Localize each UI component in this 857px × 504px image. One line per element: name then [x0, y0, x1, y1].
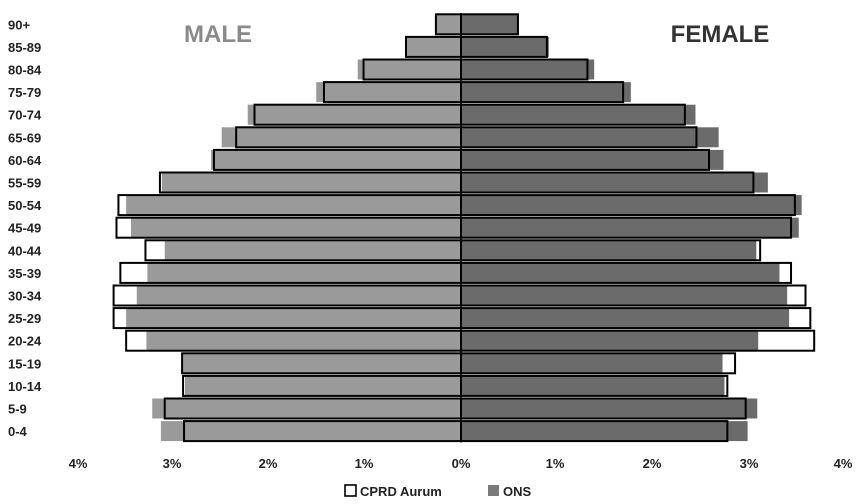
age-group-label: 30-34 — [8, 289, 42, 304]
age-group-label: 20-24 — [8, 334, 42, 349]
age-group-label: 85-89 — [8, 40, 41, 55]
ons-male-bar — [160, 421, 461, 442]
age-group-label: 90+ — [8, 17, 30, 32]
ons-female-bar — [461, 217, 799, 238]
age-group-labels: 90+ 85-89 80-84 75-79 70-74 65-69 60-64 55-59 50… — [8, 17, 42, 439]
x-tick-label: 0% — [452, 456, 471, 471]
ons-female-bar — [461, 421, 748, 442]
age-group-label: 65-69 — [8, 130, 41, 145]
ons-male-bar — [435, 14, 461, 35]
x-tick-label: 1% — [546, 456, 565, 471]
age-group-label: 15-19 — [8, 356, 41, 371]
age-group-label: 55-59 — [8, 176, 41, 191]
x-tick-label: 1% — [355, 456, 374, 471]
legend: CPRD Aurum ONS — [344, 484, 532, 499]
x-tick-label: 2% — [643, 456, 662, 471]
ons-female-bar — [461, 14, 518, 35]
age-group-label: 75-79 — [8, 85, 41, 100]
ons-male-bar — [126, 308, 462, 329]
age-group-label: 40-44 — [8, 243, 42, 258]
ons-female-bar — [461, 82, 631, 103]
ons-female-bar — [461, 308, 790, 329]
ons-female-bar — [461, 36, 549, 57]
ons-male-bar — [185, 375, 461, 396]
age-group-label: 35-39 — [8, 266, 41, 281]
ons-female-bar — [461, 375, 725, 396]
ons-male-bar — [183, 353, 461, 374]
ons-bars — [126, 14, 802, 442]
age-group-label: 0-4 — [8, 424, 28, 439]
legend-ons-label: ONS — [503, 484, 532, 499]
age-group-label: 10-14 — [8, 379, 42, 394]
age-group-label: 25-29 — [8, 311, 41, 326]
ons-male-bar — [357, 59, 461, 80]
ons-male-bar — [152, 398, 461, 419]
female-side-label: FEMALE — [671, 21, 770, 48]
x-tick-label: 3% — [163, 456, 182, 471]
ons-female-bar — [461, 59, 595, 80]
ons-male-bar — [147, 262, 461, 283]
ons-female-bar — [461, 353, 723, 374]
x-tick-label: 3% — [740, 456, 759, 471]
ons-female-bar — [461, 149, 724, 170]
ons-male-bar — [247, 104, 461, 125]
age-group-label: 45-49 — [8, 221, 41, 236]
ons-male-bar — [221, 127, 461, 148]
legend-cprd-swatch — [344, 484, 357, 497]
ons-male-bar — [146, 330, 461, 351]
ons-male-bar — [161, 172, 461, 193]
x-tick-label: 2% — [259, 456, 278, 471]
ons-female-bar — [461, 127, 719, 148]
age-group-label: 80-84 — [8, 63, 42, 78]
age-group-label: 50-54 — [8, 198, 42, 213]
ons-female-bar — [461, 330, 759, 351]
legend-ons-swatch — [488, 485, 499, 496]
ons-female-bar — [461, 240, 757, 261]
ons-male-bar — [130, 217, 461, 238]
age-group-label: 70-74 — [8, 108, 42, 123]
ons-female-bar — [461, 104, 696, 125]
ons-male-bar — [316, 82, 461, 103]
ons-male-bar — [405, 36, 461, 57]
ons-female-bar — [461, 172, 768, 193]
male-side-label: MALE — [184, 21, 252, 48]
x-tick-label: 4% — [69, 456, 88, 471]
ons-male-bar — [126, 195, 462, 216]
ons-male-bar — [136, 285, 461, 306]
age-group-label: 5-9 — [8, 402, 27, 417]
ons-female-bar — [461, 285, 788, 306]
ons-male-bar — [211, 149, 461, 170]
ons-male-bar — [164, 240, 461, 261]
ons-female-bar — [461, 195, 802, 216]
x-tick-label: 4% — [834, 456, 853, 471]
legend-cprd-label: CPRD Aurum — [360, 484, 442, 499]
x-axis-ticks: 4% 3% 2% 1% 0% 1% 2% 3% 4% — [69, 456, 853, 471]
ons-female-bar — [461, 398, 758, 419]
age-group-label: 60-64 — [8, 153, 42, 168]
ons-female-bar — [461, 262, 780, 283]
